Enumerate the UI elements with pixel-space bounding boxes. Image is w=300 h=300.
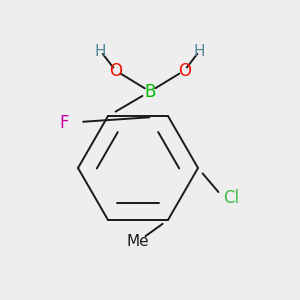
Text: H: H (95, 44, 106, 59)
Text: Me: Me (127, 234, 149, 249)
Text: F: F (60, 114, 69, 132)
Text: O: O (109, 61, 122, 80)
Text: Cl: Cl (224, 189, 240, 207)
Text: O: O (178, 61, 191, 80)
Text: B: B (144, 82, 156, 100)
Text: H: H (194, 44, 205, 59)
